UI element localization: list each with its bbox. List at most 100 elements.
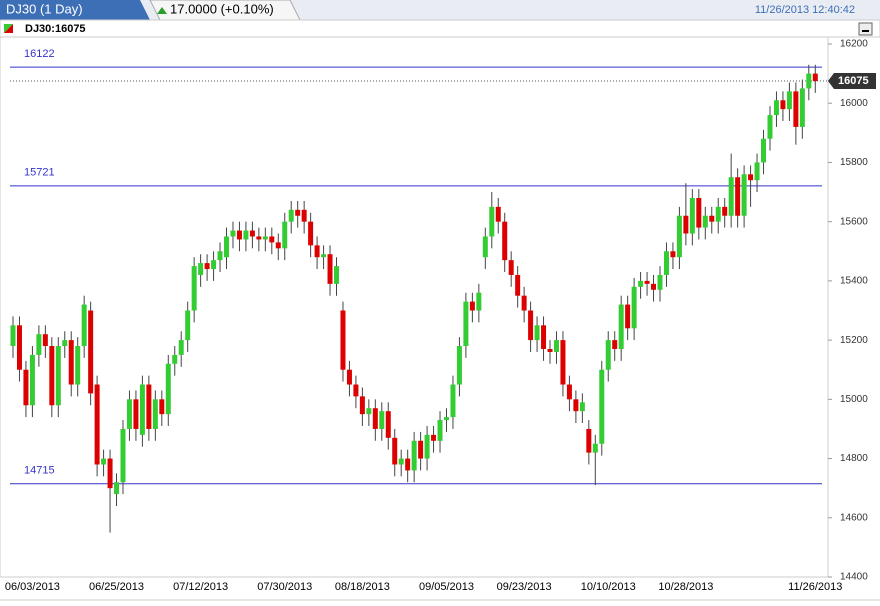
symbol-tab[interactable] [0,0,150,20]
candle-body [709,215,715,222]
candle-body [75,346,81,385]
y-tick-label: 14600 [840,512,868,523]
candle-body [10,325,16,347]
horizontal-line-label: 16122 [24,48,55,60]
last-price-label: 16075 [838,75,869,87]
candle-body [696,197,702,228]
horizontal-line-label: 14715 [24,465,55,477]
candle-body [211,260,217,270]
candle-body [398,458,404,465]
candle-body [295,209,301,216]
candle-body [185,310,191,341]
candle-body [799,88,805,127]
candle-body [114,482,120,495]
y-tick-label: 15800 [840,157,868,168]
x-tick-label: 08/18/2013 [335,581,390,593]
candle-body [592,443,598,453]
candle-body [728,177,734,216]
y-tick-label: 15200 [840,335,868,346]
candle-body [528,310,534,341]
candle-body [198,263,204,275]
candle-body [88,310,94,394]
candle-body [217,251,223,261]
candle-body [321,254,327,258]
candle-body [612,340,618,349]
candle-body [463,301,469,347]
candle-body [191,266,197,311]
candle-body [651,283,657,290]
x-tick-label: 06/03/2013 [5,581,60,593]
candle-body [346,369,352,385]
candle-body [786,91,792,110]
candle-body [450,384,456,418]
y-tick-label: 15400 [840,276,868,287]
candle-body [806,73,812,89]
candle-body [515,274,521,296]
plot-area [0,36,829,578]
last-price-box [828,73,876,90]
minimize-button[interactable] [858,22,873,36]
candle-body [269,236,275,243]
candle-body [418,440,424,459]
candle-body [431,434,437,441]
candle-body [508,260,514,275]
x-tick-label: 10/10/2013 [581,581,636,593]
candle-body [366,408,372,415]
candle-body [456,346,462,385]
candle-body [204,263,210,270]
y-tick-label: 14400 [840,572,868,583]
change-label: 17.0000 (+0.10%) [170,1,274,16]
candle-body [275,242,281,249]
candle-body [81,304,87,347]
candle-body [359,396,365,415]
candle-body [262,236,268,240]
candle-body [773,100,779,116]
candle-body [249,230,255,237]
candle-body [256,236,262,240]
candle-body [385,411,391,438]
candle-body [482,236,488,258]
candle-body [107,458,113,489]
candle-body [172,354,178,364]
candle-body [101,458,107,465]
candle-body [644,280,650,284]
candle-body [159,399,165,415]
candle-body [638,280,644,287]
candle-body [754,162,760,181]
candle-body [16,325,22,370]
candle-body [236,230,242,240]
candle-body [663,251,669,275]
candle-body [68,340,74,385]
candle-body [243,230,249,240]
candle-body [579,402,585,412]
candle-body [133,399,139,429]
candle-body [301,209,307,222]
candle-body [405,458,411,471]
candle-body [379,411,385,429]
candle-body [767,115,773,139]
symbol-label: DJ30 (1 Day) [6,1,83,16]
up-arrow [157,7,167,14]
candle-body [573,399,579,412]
candle-body [49,346,55,406]
y-tick-label: 14800 [840,453,868,464]
x-tick-label: 07/12/2013 [173,581,228,593]
candle-body [476,292,482,311]
candle-body [340,310,346,370]
candle-body [631,286,637,329]
candle-body [314,245,320,258]
legend-label: DJ30:16075 [25,23,86,35]
legend-icon-down [4,24,13,33]
candle-body [553,340,559,352]
candle-body [502,221,508,261]
candle-body [618,304,624,349]
candle-body [126,399,132,429]
candle-body [282,221,288,249]
timestamp: 11/26/2013 12:40:42 [755,4,855,16]
candle-body [23,369,29,406]
x-tick-label: 10/28/2013 [658,581,713,593]
y-tick-label: 15000 [840,394,868,405]
candle-body [62,340,68,347]
candle-body [534,325,540,341]
candle-body [715,206,721,222]
